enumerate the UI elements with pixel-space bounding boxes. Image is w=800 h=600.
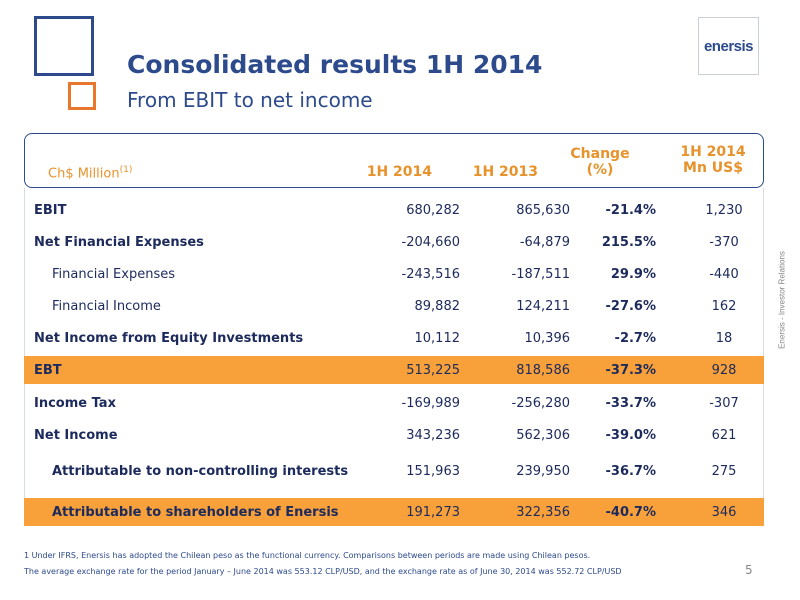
column-header-usd: 1H 2014 Mn US$ bbox=[670, 144, 756, 176]
column-header-usd-line1: 1H 2014 bbox=[680, 144, 746, 160]
value-1h2013: 818,586 bbox=[516, 362, 570, 378]
row-label: Attributable to non-controlling interest… bbox=[52, 463, 349, 479]
row-label: Net Income from Equity Investments bbox=[34, 330, 304, 346]
table-row-financial-income: Financial Income 89,882 124,211 -27.6% 1… bbox=[24, 293, 764, 319]
table-row-ebit: EBIT 680,282 865,630 -21.4% 1,230 bbox=[24, 197, 764, 223]
units-text: Ch$ Million bbox=[48, 166, 120, 182]
value-1h2013: 322,356 bbox=[516, 504, 570, 520]
value-1h2013: 865,630 bbox=[516, 202, 570, 218]
value-1h2014: 680,282 bbox=[406, 202, 460, 218]
value-usd: 346 bbox=[711, 504, 737, 520]
table-row-shareholders: Attributable to shareholders of Enersis … bbox=[24, 498, 764, 526]
value-1h2013: -64,879 bbox=[519, 234, 570, 250]
column-header-1h2014: 1H 2014 bbox=[366, 164, 432, 180]
decorative-square-small bbox=[68, 82, 96, 110]
column-header-change: Change (%) bbox=[560, 146, 640, 178]
page-number: 5 bbox=[745, 563, 753, 577]
value-change: 29.9% bbox=[610, 266, 656, 282]
value-change: -21.4% bbox=[605, 202, 657, 218]
footnote-exchange-rate: The average exchange rate for the period… bbox=[24, 567, 622, 576]
value-1h2014: 151,963 bbox=[406, 463, 460, 479]
table-row-net-income: Net Income 343,236 562,306 -39.0% 621 bbox=[24, 422, 764, 448]
value-1h2013: 124,211 bbox=[516, 298, 570, 314]
value-1h2013: 10,396 bbox=[524, 330, 571, 346]
column-header-change-line2: (%) bbox=[586, 162, 614, 178]
value-change: -40.7% bbox=[605, 504, 657, 520]
units-label: Ch$ Million(1) bbox=[48, 162, 132, 182]
row-label: EBIT bbox=[34, 202, 67, 218]
table-row-net-income-equity-investments: Net Income from Equity Investments 10,11… bbox=[24, 325, 764, 351]
table-row-financial-expenses: Financial Expenses -243,516 -187,511 29.… bbox=[24, 261, 764, 287]
value-usd: 928 bbox=[711, 362, 737, 378]
value-1h2013: -256,280 bbox=[511, 395, 570, 411]
value-1h2014: 89,882 bbox=[414, 298, 461, 314]
enersis-logo: enersis bbox=[698, 17, 759, 75]
value-1h2014: 343,236 bbox=[406, 427, 460, 443]
value-1h2014: 10,112 bbox=[414, 330, 461, 346]
value-usd: 621 bbox=[711, 427, 737, 443]
value-usd: -440 bbox=[709, 266, 739, 282]
side-caption: Enersis - Investor Relations bbox=[777, 251, 787, 349]
value-usd: 18 bbox=[715, 330, 733, 346]
value-change: -33.7% bbox=[605, 395, 657, 411]
value-1h2013: 562,306 bbox=[516, 427, 570, 443]
value-1h2014: -243,516 bbox=[401, 266, 460, 282]
row-label: Net Financial Expenses bbox=[34, 234, 204, 250]
row-label: Income Tax bbox=[34, 395, 116, 411]
decorative-square-large bbox=[34, 16, 94, 76]
value-usd: 1,230 bbox=[705, 202, 743, 218]
value-change: -27.6% bbox=[605, 298, 657, 314]
value-1h2013: -187,511 bbox=[511, 266, 570, 282]
value-1h2014: -169,989 bbox=[401, 395, 460, 411]
value-1h2014: 191,273 bbox=[406, 504, 460, 520]
value-1h2014: -204,660 bbox=[401, 234, 460, 250]
footnote-ifrs: 1 Under IFRS, Enersis has adopted the Ch… bbox=[24, 551, 591, 560]
column-header-1h2013: 1H 2013 bbox=[472, 164, 538, 180]
value-change: -36.7% bbox=[605, 463, 657, 479]
slide-subtitle: From EBIT to net income bbox=[127, 88, 373, 112]
value-1h2014: 513,225 bbox=[406, 362, 460, 378]
table-row-income-tax: Income Tax -169,989 -256,280 -33.7% -307 bbox=[24, 390, 764, 416]
row-label: Attributable to shareholders of Enersis bbox=[52, 504, 339, 520]
row-label: Financial Expenses bbox=[52, 266, 175, 282]
value-change: -39.0% bbox=[605, 427, 657, 443]
value-change: -2.7% bbox=[614, 330, 656, 346]
row-label: EBT bbox=[34, 362, 62, 378]
column-header-change-line1: Change bbox=[570, 146, 630, 162]
value-usd: -307 bbox=[709, 395, 739, 411]
value-change: -37.3% bbox=[605, 362, 657, 378]
column-header-usd-line2: Mn US$ bbox=[683, 160, 743, 176]
table-row-ebt: EBT 513,225 818,586 -37.3% 928 bbox=[24, 356, 764, 384]
slide-title: Consolidated results 1H 2014 bbox=[127, 50, 543, 79]
table-row-net-financial-expenses: Net Financial Expenses -204,660 -64,879 … bbox=[24, 229, 764, 255]
row-label: Financial Income bbox=[52, 298, 161, 314]
value-change: 215.5% bbox=[601, 234, 656, 250]
row-label: Net Income bbox=[34, 427, 118, 443]
value-1h2013: 239,950 bbox=[516, 463, 570, 479]
value-usd: -370 bbox=[709, 234, 739, 250]
table-row-non-controlling-interests: Attributable to non-controlling interest… bbox=[24, 458, 764, 484]
units-footnote-ref: (1) bbox=[119, 165, 133, 175]
value-usd: 275 bbox=[711, 463, 737, 479]
value-usd: 162 bbox=[711, 298, 737, 314]
logo-text: enersis bbox=[703, 37, 754, 55]
table-header bbox=[24, 133, 764, 188]
